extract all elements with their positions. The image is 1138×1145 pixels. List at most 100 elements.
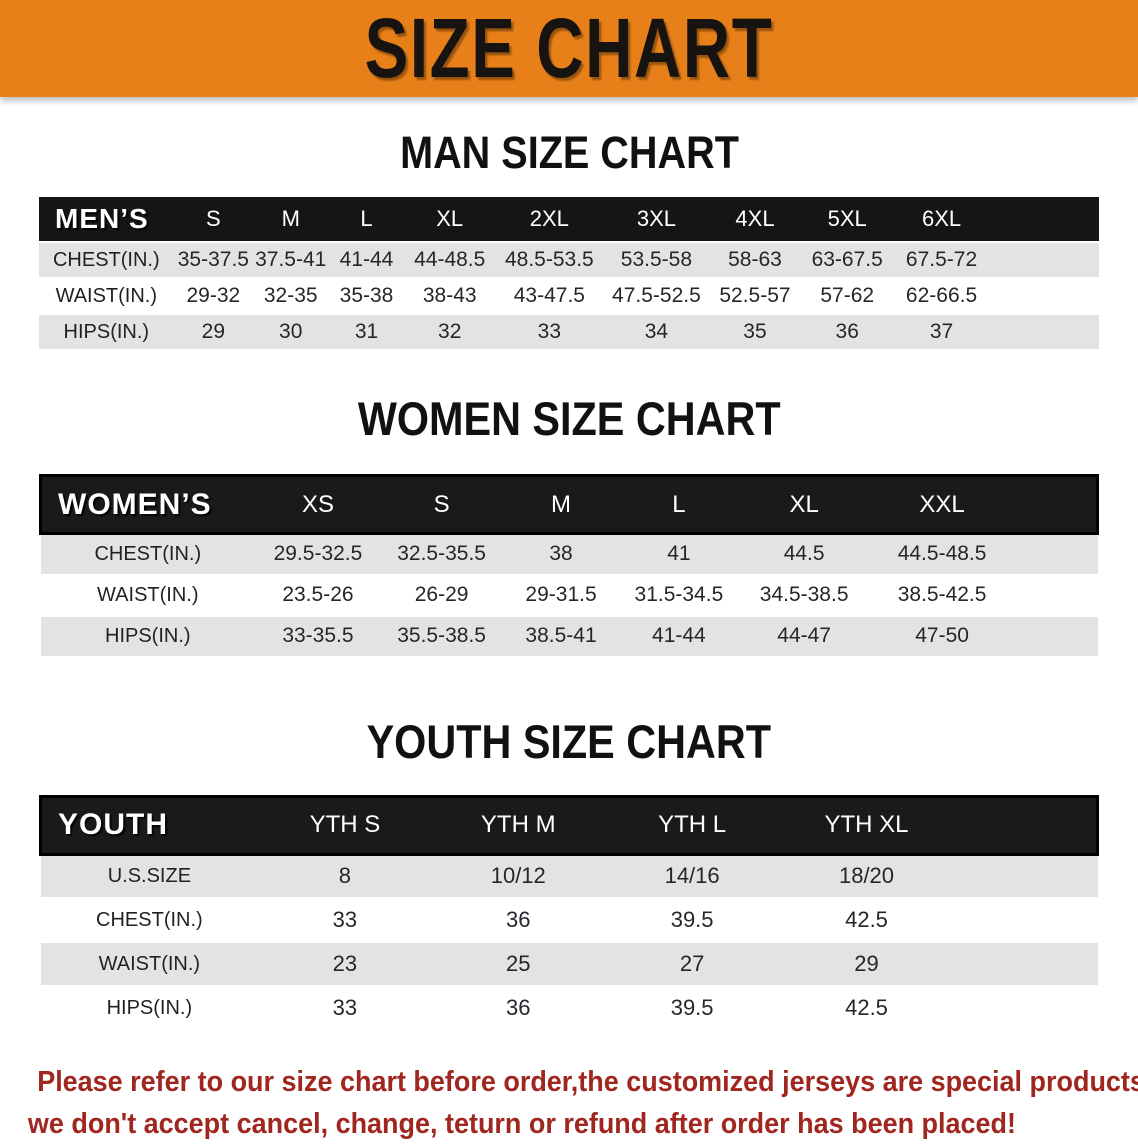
- women-row-waist: WAIST(IN.) 23.5-26 26-29 29-31.5 31.5-34…: [40, 573, 1098, 617]
- youth-header-spacer: [954, 796, 1098, 854]
- size-cell: 32.5-35.5: [380, 532, 503, 576]
- men-column-header-4xl: 4XL: [735, 206, 775, 231]
- youth-table-header-row: YOUTH YTH S YTH M YTH L YTH XL: [40, 796, 1098, 854]
- size-cell: 30: [253, 313, 329, 351]
- banner: SIZE CHART: [0, 0, 1138, 97]
- row-spacer: [953, 853, 1098, 899]
- youth-column-header-yth-s: YTH S: [309, 811, 381, 838]
- men-size-table: MEN’S S M L XL 2XL 3XL 4XL 5XL 6XL CHEST…: [39, 197, 1099, 351]
- size-cell: 39.5: [604, 897, 780, 943]
- size-cell: 29-31.5: [502, 573, 620, 617]
- men-section-heading-text: MAN SIZE CHART: [399, 127, 739, 178]
- size-cell: 26-29: [380, 573, 503, 617]
- women-size-section: WOMEN SIZE CHART WOMEN’S XS S M L XL XXL: [0, 391, 1138, 658]
- men-row-waist: WAIST(IN.) 29-32 32-35 35-38 38-43 43-47…: [39, 277, 1099, 315]
- size-cell: 25: [431, 941, 605, 987]
- size-cell: 33: [258, 897, 432, 943]
- size-cell: 29-32: [173, 277, 254, 315]
- size-cell: 44-47: [738, 614, 871, 658]
- size-cell: 67.5-72: [893, 241, 990, 279]
- size-cell: 41: [619, 532, 739, 576]
- women-table-group-label: WOMEN’S: [58, 487, 212, 521]
- row-label: CHEST(IN.): [40, 532, 256, 576]
- size-cell: 41-44: [328, 241, 405, 279]
- size-cell: 48.5-53.5: [494, 241, 604, 279]
- row-label: HIPS(IN.): [39, 313, 174, 351]
- size-cell: 44.5-48.5: [870, 532, 1014, 576]
- disclaimer-line-1: Please refer to our size chart before or…: [37, 1066, 1138, 1098]
- men-column-header-3xl: 3XL: [636, 206, 676, 231]
- row-label: CHEST(IN.): [40, 897, 259, 943]
- row-label: CHEST(IN.): [39, 241, 174, 279]
- men-column-header-5xl: 5XL: [827, 206, 867, 231]
- women-table-header-row: WOMEN’S XS S M L XL XXL: [40, 475, 1098, 534]
- row-spacer: [989, 313, 1099, 351]
- size-cell: 38.5-41: [502, 614, 620, 658]
- youth-row-waist: WAIST(IN.) 23 25 27 29: [40, 941, 1098, 987]
- youth-column-header-yth-m: YTH M: [480, 811, 556, 838]
- size-cell: 44.5: [738, 532, 871, 576]
- size-cell: 58-63: [708, 241, 802, 279]
- size-cell: 36: [801, 313, 894, 351]
- youth-size-table: YOUTH YTH S YTH M YTH L YTH XL U.S.SIZE …: [39, 795, 1099, 1031]
- size-cell: 33: [258, 985, 432, 1031]
- women-column-header-xl: XL: [789, 490, 819, 518]
- size-cell: 31: [328, 313, 405, 351]
- row-spacer: [1013, 532, 1098, 576]
- size-cell: 29: [173, 313, 254, 351]
- youth-table-group-label: YOUTH: [58, 808, 168, 841]
- men-row-chest: CHEST(IN.) 35-37.5 37.5-41 41-44 44-48.5…: [39, 241, 1099, 279]
- row-label: WAIST(IN.): [40, 941, 259, 987]
- men-table-header-row: MEN’S S M L XL 2XL 3XL 4XL 5XL 6XL: [39, 197, 1099, 242]
- size-cell: 53.5-58: [603, 241, 709, 279]
- youth-column-header-yth-l: YTH L: [658, 811, 727, 838]
- women-column-header-xxl: XXL: [919, 490, 965, 518]
- size-cell: 23.5-26: [255, 573, 381, 617]
- men-column-header-s: S: [206, 206, 221, 231]
- youth-column-header-yth-xl: YTH XL: [824, 811, 909, 838]
- men-header-spacer: [990, 197, 1099, 242]
- size-cell: 10/12: [431, 853, 605, 899]
- size-cell: 39.5: [604, 985, 780, 1031]
- row-spacer: [1013, 573, 1098, 617]
- size-cell: 23: [258, 941, 432, 987]
- size-cell: 33: [494, 313, 604, 351]
- size-cell: 35-38: [328, 277, 405, 315]
- men-table-group-label: MEN’S: [55, 203, 149, 234]
- size-cell: 47-50: [870, 614, 1014, 658]
- size-cell: 44-48.5: [404, 241, 495, 279]
- size-cell: 62-66.5: [893, 277, 990, 315]
- row-spacer: [989, 241, 1099, 279]
- size-cell: 38: [502, 532, 620, 576]
- row-label: U.S.SIZE: [40, 853, 259, 899]
- row-spacer: [989, 277, 1099, 315]
- size-cell: 35.5-38.5: [380, 614, 503, 658]
- size-cell: 33-35.5: [255, 614, 381, 658]
- row-label: WAIST(IN.): [40, 573, 256, 617]
- men-column-header-2xl: 2XL: [529, 206, 569, 231]
- size-cell: 63-67.5: [801, 241, 894, 279]
- size-cell: 47.5-52.5: [603, 277, 709, 315]
- row-spacer: [953, 941, 1098, 987]
- men-size-section: MAN SIZE CHART MEN’S S M L XL 2XL 3XL 4X…: [0, 127, 1138, 351]
- size-cell: 57-62: [801, 277, 894, 315]
- size-cell: 43-47.5: [494, 277, 604, 315]
- disclaimer-line-2: we don't accept cancel, change, teturn o…: [27, 1108, 1016, 1140]
- size-cell: 29: [779, 941, 954, 987]
- women-column-header-xs: XS: [301, 490, 334, 518]
- women-size-table: WOMEN’S XS S M L XL XXL CHEST(IN.) 29.5-…: [39, 474, 1099, 658]
- row-spacer: [1013, 614, 1098, 658]
- men-column-header-xl: XL: [436, 206, 464, 231]
- size-cell: 32: [404, 313, 495, 351]
- row-label: HIPS(IN.): [40, 614, 256, 658]
- size-cell: 29.5-32.5: [255, 532, 381, 576]
- men-column-header-6xl: 6XL: [921, 206, 962, 231]
- size-cell: 37: [893, 313, 990, 351]
- men-row-hips: HIPS(IN.) 29 30 31 32 33 34 35 36 37: [39, 313, 1099, 351]
- size-cell: 32-35: [253, 277, 329, 315]
- women-row-chest: CHEST(IN.) 29.5-32.5 32.5-35.5 38 41 44.…: [40, 532, 1098, 576]
- men-section-heading: MAN SIZE CHART: [0, 127, 1138, 179]
- size-cell: 52.5-57: [708, 277, 802, 315]
- youth-size-section: YOUTH SIZE CHART YOUTH YTH S YTH M YTH L…: [0, 714, 1138, 1031]
